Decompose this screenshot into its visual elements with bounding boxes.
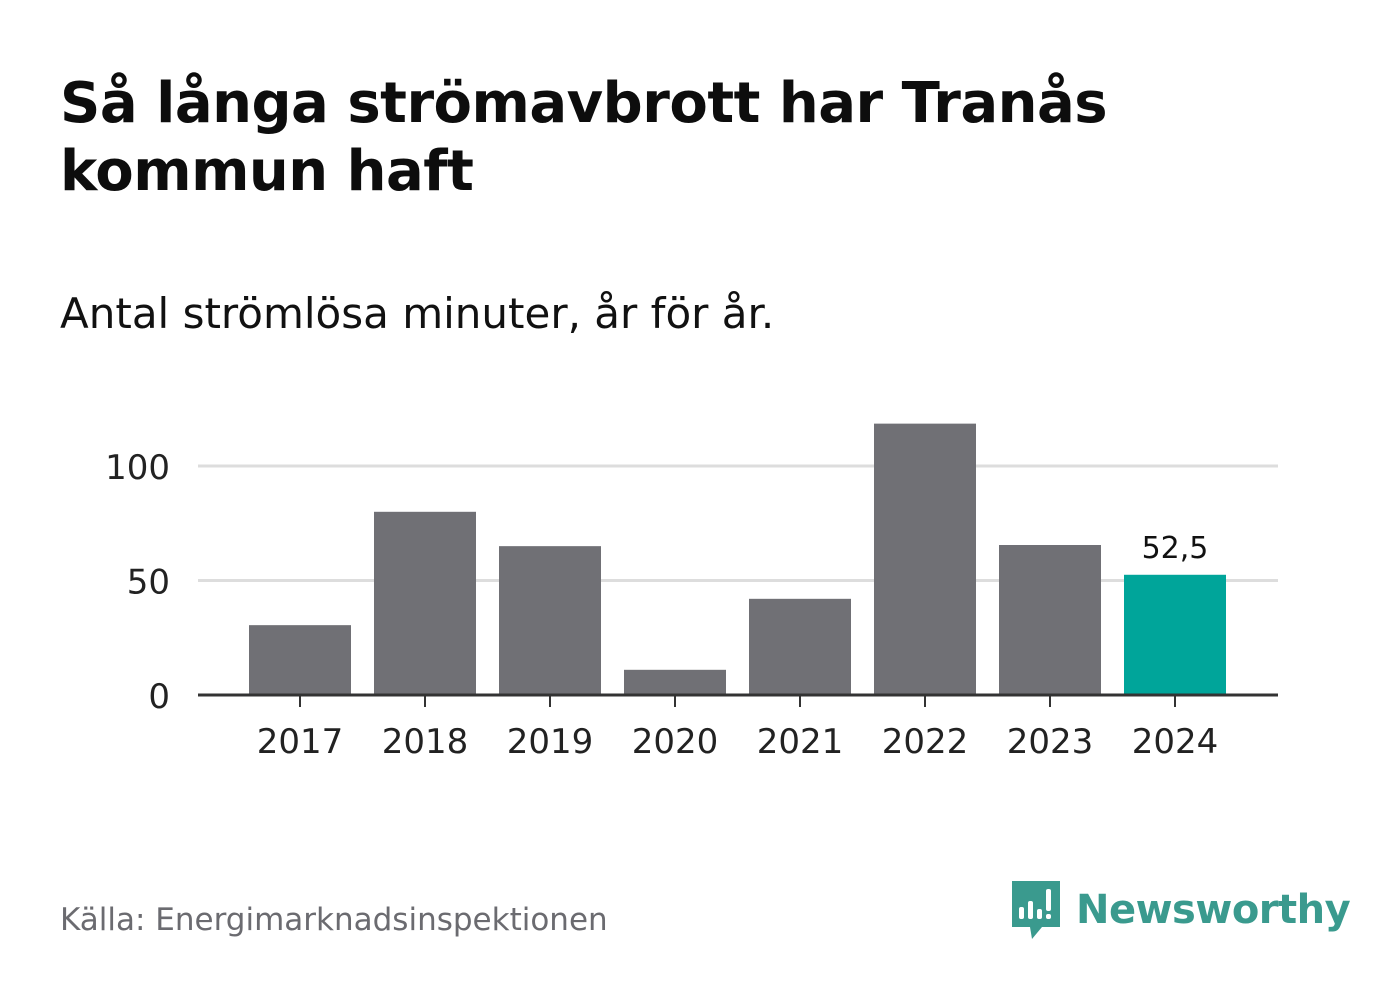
x-tick-label: 2021 xyxy=(757,722,844,762)
y-tick-label: 100 xyxy=(105,448,170,488)
x-tick-label: 2024 xyxy=(1132,722,1219,762)
y-tick-label: 50 xyxy=(127,563,170,603)
x-tick-label: 2022 xyxy=(882,722,969,762)
bar-2023 xyxy=(999,545,1101,695)
x-tick-label: 2017 xyxy=(257,722,344,762)
x-tick-label: 2018 xyxy=(382,722,469,762)
brand-name: Newsworthy xyxy=(1076,887,1351,933)
bar-2017 xyxy=(249,625,351,695)
chart-title: Så långa strömavbrott har Tranås kommun … xyxy=(60,71,1108,204)
labels: 0 50 100 2017 2018 2019 2020 2021 2022 2023 2024 52… xyxy=(105,448,1278,762)
bar-2019 xyxy=(499,546,601,695)
brand-logo: Newsworthy xyxy=(1010,878,1351,942)
newsworthy-logo-icon xyxy=(1012,881,1060,939)
bar-2018 xyxy=(374,511,476,695)
x-tick-label: 2020 xyxy=(632,722,719,762)
bar-2022 xyxy=(874,423,976,695)
x-tick-label: 2019 xyxy=(507,722,594,762)
source-note: Källa: Energimarknadsinspektionen xyxy=(60,902,608,938)
chart-subtitle: Antal strömlösa minuter, år för år. xyxy=(60,289,775,338)
bar-2021 xyxy=(749,598,851,695)
x-tick-label: 2023 xyxy=(1007,722,1094,762)
bars xyxy=(249,423,1226,695)
y-tick-label: 0 xyxy=(148,677,170,717)
bar-2020 xyxy=(624,669,726,695)
gridlines xyxy=(198,464,1278,582)
bar-2024 xyxy=(1124,574,1226,695)
data-label: 52,5 xyxy=(1142,531,1209,566)
